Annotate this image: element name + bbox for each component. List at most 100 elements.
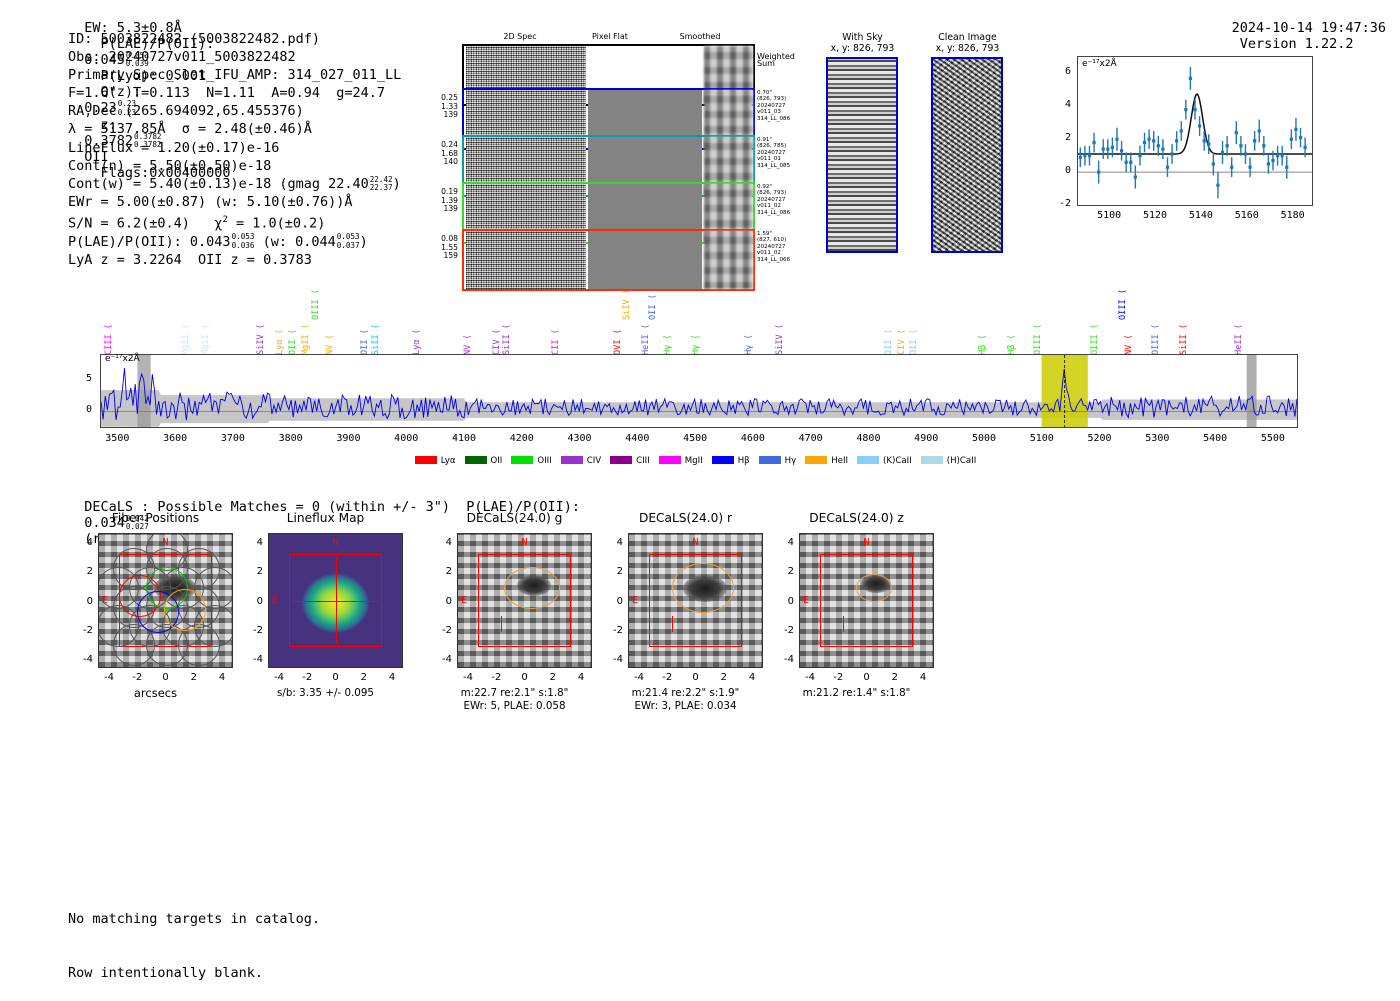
decals-x-tick: -4: [274, 672, 284, 683]
decals-y-tick: 0: [256, 595, 263, 607]
emission-line-label: Hγ (: [663, 334, 673, 355]
emission-line-label: OII (: [909, 329, 919, 355]
decals-header-text: DECaLS : Possible Matches = 0 (within +/…: [84, 499, 581, 515]
decals-x-tick: -2: [833, 672, 844, 683]
full-spectrum-axes: e⁻¹⁷x2Å: [100, 354, 1298, 428]
line-profile-x-tick: 5140: [1188, 210, 1213, 221]
legend-label: CIV: [586, 455, 602, 466]
decals-x-tick: -4: [104, 672, 114, 683]
full-spectrum-x-tick: 4200: [509, 433, 534, 444]
legend-item: CIII: [610, 456, 650, 466]
twod-row-meta-right: 0.91" (826, 785) 20240727 v011_01 314_LL_085: [757, 137, 791, 169]
decals-header-hi: 0.042: [125, 514, 149, 523]
decals-aperture-box: [477, 553, 572, 648]
info-cont-w-post: ): [392, 175, 401, 192]
decals-y-tick: 4: [256, 537, 263, 548]
decals-x-tick: -2: [662, 672, 673, 683]
info-cont-w-lo: 22.37: [369, 182, 393, 192]
twod-row-meta-right: 1.59" (827, 610) 20240727 v011_02 314_LL_066: [757, 231, 791, 263]
info-ewr: EWr = 5.00(±0.87) (w: 5.10(±0.76))Å: [68, 193, 353, 210]
fiber-circle-highlighted: [164, 588, 207, 631]
twod-col-title-pixelflat: Pixel Flat: [592, 32, 628, 41]
twod-weighted-sum-label: Weighted Sum: [757, 52, 827, 69]
decals-panel-title: DECaLS(24.0) r: [638, 511, 733, 525]
cutout-title-clean-image: Clean Image x, y: 826, 793: [920, 32, 1015, 54]
twod-cell-pixelflat: [588, 231, 702, 289]
full-spectrum-x-tick: 3700: [220, 433, 245, 444]
twod-row-stats-left: 0.25 1.33 139: [441, 93, 458, 120]
decals-y-tick: 0: [445, 595, 452, 607]
emission-line-label: OIII (: [1151, 323, 1161, 355]
decals-aperture-box: [648, 553, 743, 648]
info-plae-pre: P(LAE)/P(OII): 0.043: [68, 233, 231, 250]
decals-caption-primary: m:21.4 re:2.2" s:1.9": [631, 687, 740, 699]
footer-note: No matching targets in catalog. Row inte…: [68, 874, 320, 1001]
header-qz-value: 0.23: [84, 100, 117, 117]
footer-line-2: Row intentionally blank.: [68, 965, 264, 982]
emission-line-label: HeII (: [1234, 323, 1244, 355]
twod-weighted-sum-line1: Weighted: [757, 52, 795, 61]
header-plae-hi: 0.053: [125, 51, 149, 60]
emission-line-label: NV (: [325, 334, 335, 355]
full-spectrum-y-tick: 0: [85, 404, 92, 416]
decals-y-tick: 4: [616, 537, 623, 548]
decals-aperture-box: [819, 553, 914, 648]
emission-line-label: SiIV (: [256, 323, 266, 355]
twod-cell-smoothed: [704, 231, 753, 289]
emission-line-label: MgII (: [181, 323, 191, 355]
legend-label: MgII: [684, 455, 703, 466]
legend-item: CIV: [560, 455, 602, 466]
cutout-image-with-sky: [826, 57, 898, 253]
decals-x-tick: -2: [302, 672, 313, 683]
decals-y-tick: -4: [442, 654, 452, 665]
cutout-title-with-sky: With Sky x, y: 826, 793: [815, 32, 910, 54]
decals-aperture-box: [288, 553, 383, 648]
decals-y-tick: -2: [253, 624, 263, 636]
info-seeing: F=1.6" T=0.113 N=1.11 A=0.94 g=24.7: [68, 85, 385, 102]
header-ew: EW: 5.3±0.8Å: [84, 20, 182, 36]
line-profile-x-tick: 5120: [1142, 210, 1168, 221]
decals-panel-title: DECaLS(24.0) z: [809, 511, 904, 525]
decals-x-tick: -4: [634, 672, 644, 683]
header-plya: P(Lyα): 0.001: [100, 68, 207, 85]
twod-weighted-sum-line2: Sum: [757, 59, 775, 69]
header-timestamp: 2024-10-14 19:47:36: [1231, 20, 1386, 36]
decals-y-tick: -4: [784, 654, 794, 665]
decals-y-tick: 2: [256, 566, 263, 578]
emission-line-label: NV (: [1124, 334, 1134, 355]
full-spectrum-x-tick: 3800: [278, 433, 303, 444]
decals-caption-primary: s/b: 3.35 +/- 0.095: [277, 687, 374, 699]
full-spectrum-x-tick: 5000: [971, 433, 997, 444]
decals-x-tick: 2: [190, 672, 197, 683]
legend-label: (K)CaII: [883, 455, 912, 466]
lineflux-crosshair: [269, 534, 402, 667]
info-sn-pre: S/N = 6.2(±0.4) χ: [68, 215, 223, 232]
info-plae-w-hi: 0.053: [336, 232, 360, 242]
full-spectrum-x-tick: 4900: [914, 433, 939, 444]
full-spectrum-x-tick: 4000: [394, 433, 419, 444]
twod-row-stats-left: 0.08 1.55 159: [441, 234, 458, 261]
info-obs: Obs: 20240727v011_5003822482: [68, 49, 296, 66]
legend-item: Hβ: [711, 456, 750, 466]
decals-panel-title: Fiber Positions: [111, 511, 200, 525]
emission-line-label: CIV (: [492, 329, 502, 355]
full-spectrum-x-tick: 4600: [740, 433, 765, 444]
emission-line-label: Hγ (: [691, 334, 701, 355]
legend-item: (H)CaII: [920, 456, 976, 466]
emission-line-label: CIII (: [104, 323, 114, 355]
decals-panel: Fiber Positions N E 4 2 0 -2 -4 -4 -2 0 2 4 arcsecs: [68, 511, 243, 701]
line-profile-x-tick: 5180: [1280, 210, 1305, 221]
decals-x-tick: 0: [521, 672, 528, 683]
info-cont-n: Cont(n) = 5.50(±0.50)e-18: [68, 157, 272, 174]
twod-row-stats-left: 0.19 1.39 139: [441, 187, 458, 214]
twod-fiber-row: [462, 229, 755, 291]
info-plae-lo: 0.036: [231, 240, 255, 250]
decals-caption-primary: m:21.2 re:1.4" s:1.8": [802, 687, 911, 699]
twod-spectra-panel: 2D Spec Pixel Flat Smoothed Weighted Sum…: [420, 32, 795, 291]
decals-x-axis-label: arcsecs: [133, 686, 178, 700]
header-timestamp-version: 2024-10-14 19:47:36 Version 1.22.2: [1215, 4, 1386, 52]
legend-item: OIII: [511, 456, 552, 466]
legend-swatch: [414, 456, 437, 464]
legend-swatch: [711, 456, 734, 464]
decals-x-tick: 0: [332, 672, 339, 683]
